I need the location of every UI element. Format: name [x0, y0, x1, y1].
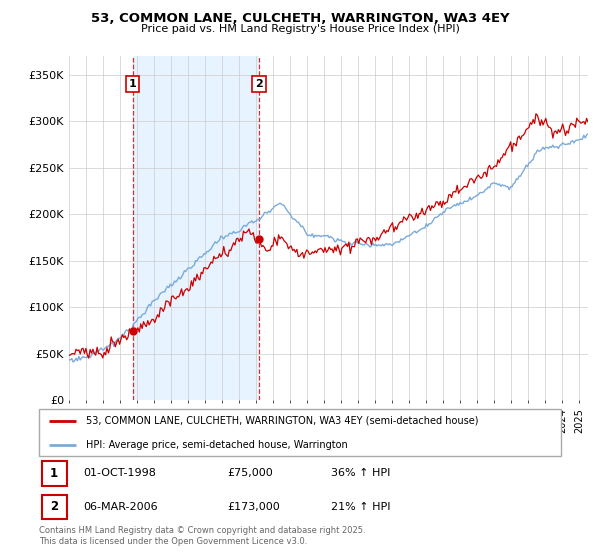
Text: Contains HM Land Registry data © Crown copyright and database right 2025.
This d: Contains HM Land Registry data © Crown c… — [39, 526, 365, 546]
Bar — [41, 461, 67, 486]
Text: 2: 2 — [255, 79, 263, 89]
Bar — [41, 494, 67, 519]
Text: 53, COMMON LANE, CULCHETH, WARRINGTON, WA3 4EY: 53, COMMON LANE, CULCHETH, WARRINGTON, W… — [91, 12, 509, 25]
Text: 21% ↑ HPI: 21% ↑ HPI — [331, 502, 391, 512]
Text: 53, COMMON LANE, CULCHETH, WARRINGTON, WA3 4EY (semi-detached house): 53, COMMON LANE, CULCHETH, WARRINGTON, W… — [86, 416, 478, 426]
Text: 06-MAR-2006: 06-MAR-2006 — [83, 502, 158, 512]
Text: 2: 2 — [50, 500, 58, 514]
Text: Price paid vs. HM Land Registry's House Price Index (HPI): Price paid vs. HM Land Registry's House … — [140, 24, 460, 34]
Text: 36% ↑ HPI: 36% ↑ HPI — [331, 468, 391, 478]
Text: £173,000: £173,000 — [227, 502, 280, 512]
Text: 1: 1 — [50, 467, 58, 480]
Text: 01-OCT-1998: 01-OCT-1998 — [83, 468, 156, 478]
Text: 1: 1 — [129, 79, 137, 89]
Text: £75,000: £75,000 — [227, 468, 272, 478]
Bar — [133, 56, 259, 400]
Text: HPI: Average price, semi-detached house, Warrington: HPI: Average price, semi-detached house,… — [86, 440, 348, 450]
